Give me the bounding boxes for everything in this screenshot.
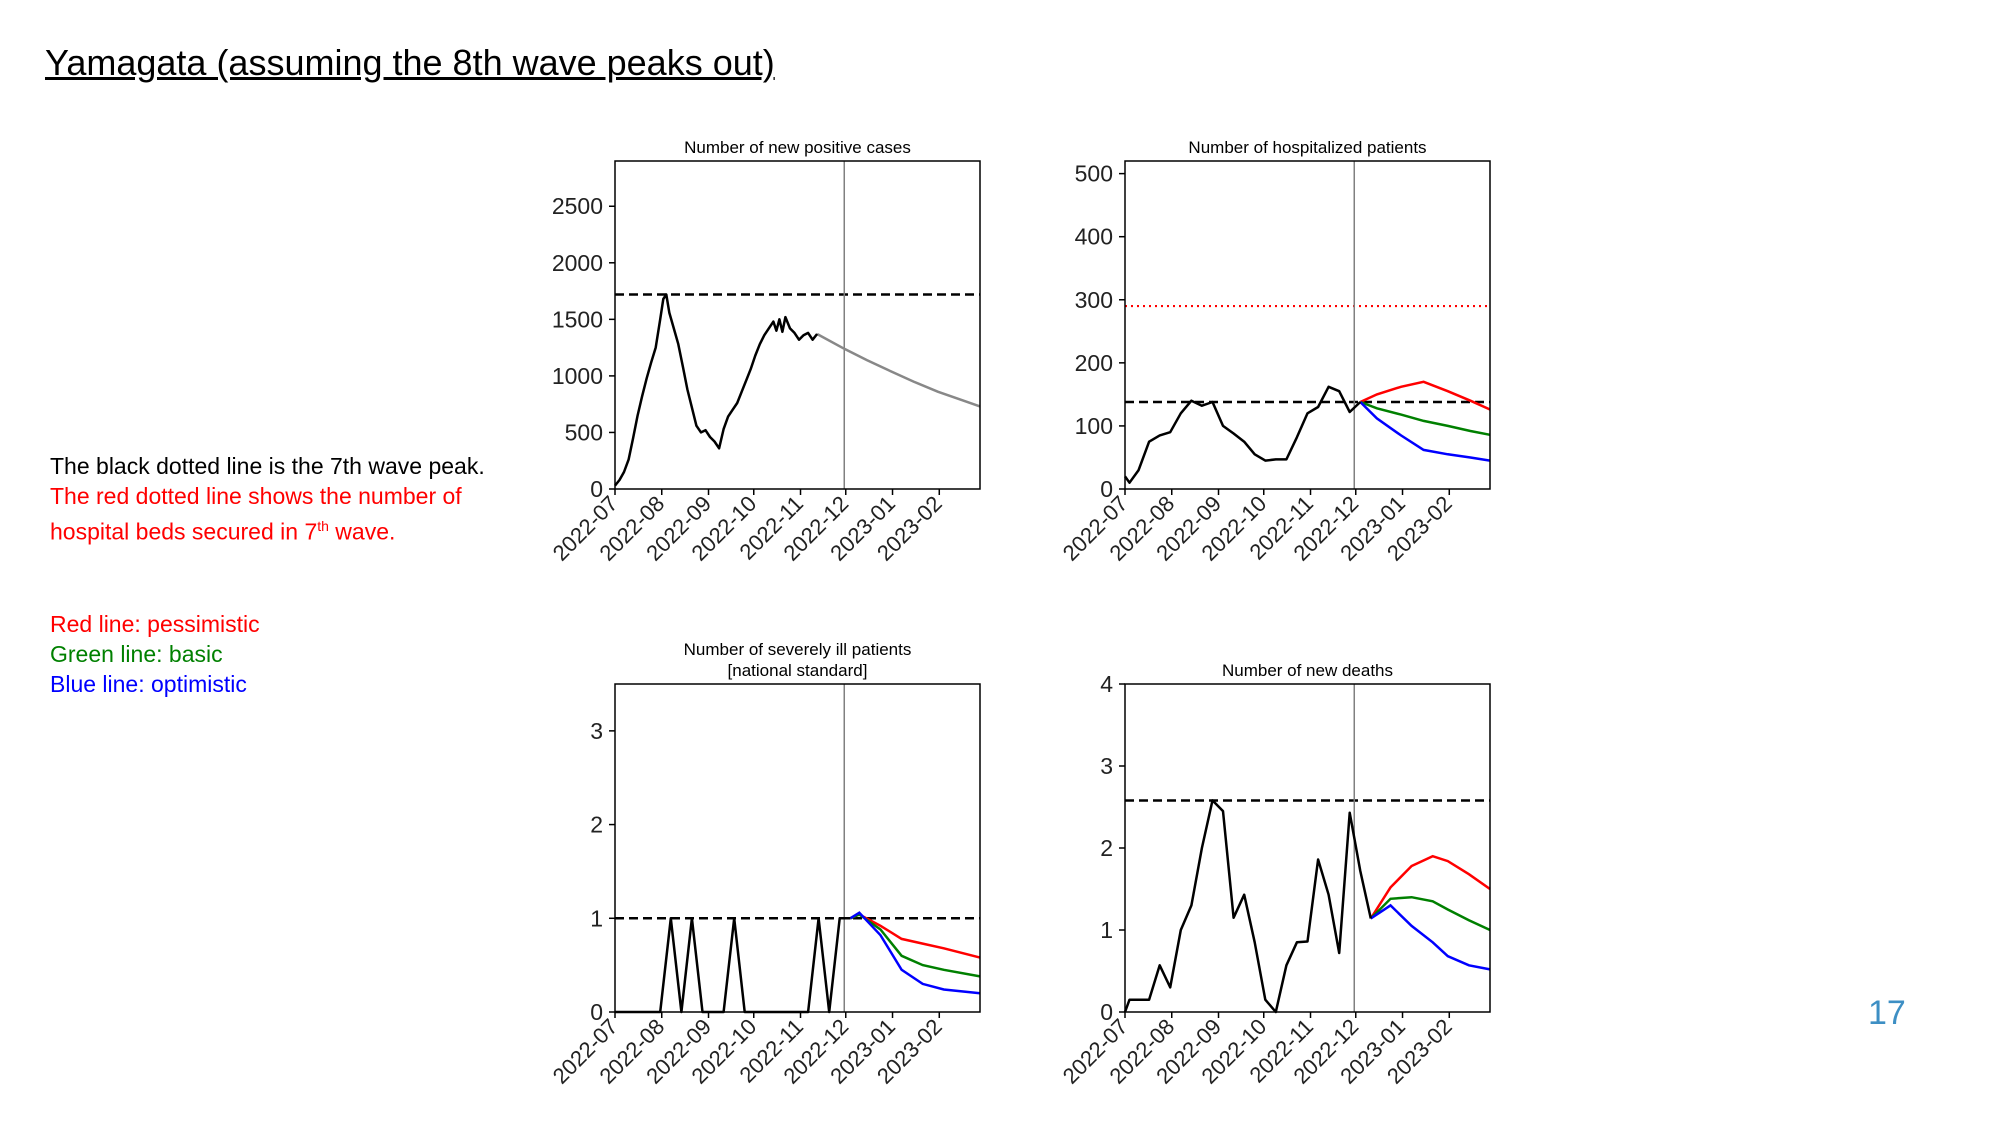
y-tick-label: 4 bbox=[1100, 671, 1113, 697]
y-tick-label: 1500 bbox=[552, 306, 603, 332]
plot-frame bbox=[1124, 683, 1491, 1013]
note-black-line: The black dotted line is the 7th wave pe… bbox=[50, 453, 485, 479]
projection-line bbox=[816, 332, 981, 408]
chart-hospitalized: Number of hospitalized patients 0 100 200 30… bbox=[1058, 138, 1491, 566]
series-basic-line bbox=[1369, 895, 1491, 932]
note-red-line-2-text: hospital beds secured in 7 bbox=[50, 518, 318, 545]
series-optimistic-line bbox=[1359, 401, 1491, 462]
y-tick-label: 100 bbox=[1075, 413, 1113, 439]
y-tick-label: 400 bbox=[1075, 224, 1113, 250]
y-tick-label: 1 bbox=[1100, 917, 1113, 943]
chart-title: [national standard] bbox=[728, 661, 868, 680]
chart-title: Number of new deaths bbox=[1222, 661, 1393, 680]
series-pessimistic-line bbox=[1369, 854, 1491, 920]
plot-frame bbox=[1124, 160, 1491, 490]
y-tick-label: 0 bbox=[1100, 999, 1113, 1025]
legend-block: Red line: pessimistic Green line: basic … bbox=[50, 609, 260, 699]
note-red-line-2: hospital beds secured in 7th wave. bbox=[50, 511, 485, 547]
chart-severe: Number of severely ill patients [national… bbox=[548, 640, 981, 1089]
notes-block: The black dotted line is the 7th wave pe… bbox=[50, 451, 485, 547]
y-tick-label: 3 bbox=[1100, 753, 1113, 779]
chart-cases: Number of new positive cases 0 500 1000 1500… bbox=[548, 138, 981, 566]
y-tick-label: 0 bbox=[1100, 476, 1113, 502]
chart-deaths: Number of new deaths012342022-072022-082… bbox=[1058, 661, 1491, 1089]
series-basic-line bbox=[1359, 400, 1491, 437]
note-red-line-1: The red dotted line shows the number of bbox=[50, 483, 462, 509]
y-tick-label: 0 bbox=[590, 999, 603, 1025]
y-tick-label: 500 bbox=[1075, 161, 1113, 187]
legend-basic: Green line: basic bbox=[50, 641, 223, 667]
observed-line bbox=[1123, 799, 1373, 1014]
y-tick-label: 200 bbox=[1075, 350, 1113, 376]
series-optimistic-line bbox=[849, 911, 981, 995]
chart-title: Number of hospitalized patients bbox=[1188, 138, 1426, 157]
plot-frame bbox=[614, 683, 981, 1013]
observed-line bbox=[615, 917, 851, 1014]
legend-optimistic: Blue line: optimistic bbox=[50, 671, 247, 697]
note-red-line-2-tail: wave. bbox=[328, 518, 396, 545]
y-tick-label: 1000 bbox=[552, 363, 603, 389]
y-tick-label: 2 bbox=[1100, 835, 1113, 861]
observed-line bbox=[1123, 385, 1362, 484]
y-tick-label: 2500 bbox=[552, 193, 603, 219]
y-tick-label: 300 bbox=[1075, 287, 1113, 313]
chart-title: Number of severely ill patients bbox=[684, 640, 912, 659]
y-tick-label: 2 bbox=[590, 812, 603, 838]
legend-pessimistic: Red line: pessimistic bbox=[50, 611, 260, 637]
y-tick-label: 500 bbox=[565, 419, 603, 445]
plot-frame bbox=[614, 160, 981, 490]
slide-title: Yamagata (assuming the 8th wave peaks ou… bbox=[45, 42, 775, 83]
note-red-line-2-sup: th bbox=[317, 518, 329, 534]
chart-title: Number of new positive cases bbox=[684, 138, 911, 157]
y-tick-label: 2000 bbox=[552, 250, 603, 276]
page-number: 17 bbox=[1868, 994, 1906, 1032]
series-optimistic-line bbox=[1370, 903, 1491, 971]
y-tick-label: 1 bbox=[590, 905, 603, 931]
series-pessimistic-line bbox=[1359, 380, 1491, 411]
y-tick-label: 0 bbox=[590, 476, 603, 502]
observed-line bbox=[614, 293, 819, 487]
y-tick-label: 3 bbox=[590, 718, 603, 744]
